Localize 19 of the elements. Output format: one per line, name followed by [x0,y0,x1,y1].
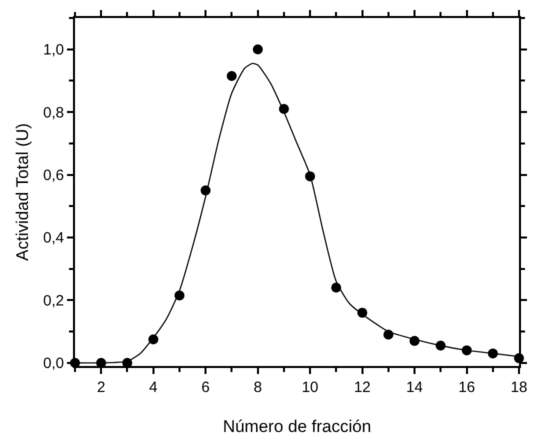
x-tick-label: 10 [302,379,318,396]
x-tick-label: 18 [510,379,528,396]
y-tick-label: 0,4 [43,230,64,247]
x-axis-title: Número de fracción [222,416,372,436]
x-tick-label: 8 [254,379,262,396]
x-tick-label: 16 [458,379,476,396]
y-axis-title: Actividad Total (U) [13,123,32,261]
y-tick-label: 0,2 [43,292,64,310]
x-tick-label: 4 [149,379,158,396]
y-tick-label: 0,8 [43,104,64,122]
x-tick-label: 6 [201,379,210,396]
point [226,71,237,81]
y-tick-label: 0,6 [43,167,64,184]
y-tick-label: 1,0 [43,42,64,59]
point [252,44,263,54]
y-tick-label: 0,0 [43,355,64,372]
x-tick-label: 2 [96,379,106,396]
x-tick-label: 12 [354,379,371,396]
x-tick-label: 14 [406,379,423,396]
